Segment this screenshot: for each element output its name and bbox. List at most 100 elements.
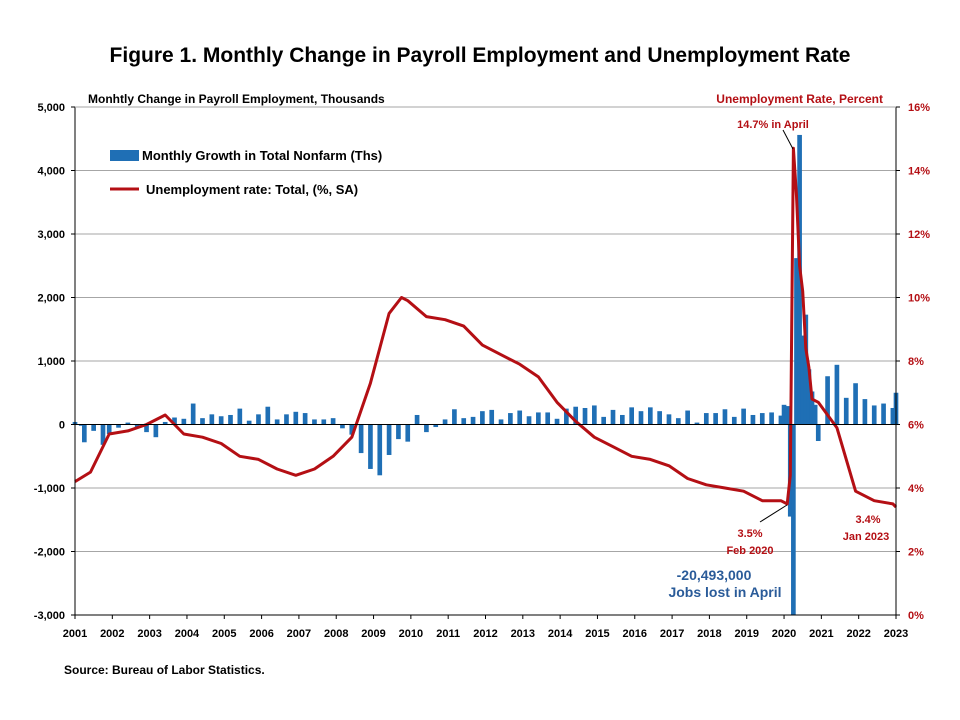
bar-2011-06: [461, 418, 467, 425]
bar-2001-12: [106, 424, 112, 435]
bar-2020-10: [809, 391, 815, 425]
annotation-feb2020-value: 3.5%: [737, 528, 762, 540]
right-tick-label: 8%: [908, 356, 924, 368]
bar-2015-06: [610, 409, 616, 425]
bar-2017-09: [694, 422, 700, 425]
bar-2010-06: [424, 424, 429, 433]
bar-2016-12: [666, 414, 672, 425]
bar-2010-03: [414, 414, 420, 425]
x-tick-label: 2020: [772, 628, 796, 640]
bar-2003-09: [172, 417, 177, 425]
bar-2006-12: [293, 411, 299, 425]
right-axis-ticks: 0% 2% 4% 6% 8% 10% 12% 14% 16%: [896, 102, 930, 622]
bar-2017-06: [685, 410, 690, 425]
bar-2013-09: [545, 412, 551, 425]
x-tick-label: 2011: [436, 628, 460, 640]
x-tick-label: 2013: [511, 628, 535, 640]
bar-2015-12: [629, 407, 634, 425]
bar-2009-03: [377, 424, 383, 476]
bar-2021-06: [834, 364, 840, 425]
legend: Monthly Growth in Total Nonfarm (Ths) Un…: [110, 148, 382, 197]
x-tick-label: 2006: [249, 628, 273, 640]
bar-2020-07: [800, 335, 806, 425]
x-tick-label: 2001: [63, 628, 87, 640]
left-axis-ticks: -3,000 -2,000 -1,000 0 1,000 2,000 3,000 4,000 5…: [34, 102, 75, 622]
bar-2020-04: [791, 424, 796, 615]
x-tick-label: 2017: [660, 628, 684, 640]
right-tick-label: 16%: [908, 102, 930, 114]
bar-2013-06: [536, 412, 541, 425]
x-tick-label: 2010: [399, 628, 423, 640]
bar-2016-06: [647, 407, 653, 425]
bar-2004-09: [209, 414, 215, 425]
right-axis-label: Unemployment Rate, Percent: [716, 92, 883, 106]
bar-2017-12: [703, 413, 709, 425]
bar-2004-06: [200, 418, 205, 425]
annotation-jobs-lost-label: Jobs lost in April: [668, 584, 781, 600]
bar-2019-03: [750, 414, 756, 425]
bar-2006-03: [265, 406, 271, 425]
x-tick-label: 2005: [212, 628, 236, 640]
bar-2019-09: [769, 412, 774, 425]
bar-2014-12: [592, 405, 597, 425]
bar-2001-04: [81, 424, 87, 443]
bar-2020-05: [794, 258, 799, 425]
unemployment-rate-line: [74, 146, 898, 509]
x-tick-label: 2009: [361, 628, 385, 640]
annotation-jobs-lost-value: -20,493,000: [677, 567, 752, 583]
bar-2002-06: [125, 422, 131, 425]
bar-2015-03: [601, 416, 607, 425]
chart-title: Figure 1. Monthly Change in Payroll Empl…: [109, 44, 851, 67]
bar-2008-06: [349, 424, 355, 435]
bar-2021-03: [825, 376, 830, 425]
left-tick-label: -2,000: [34, 547, 65, 559]
right-tick-label: 0%: [908, 610, 924, 622]
bar-2009-09: [396, 424, 401, 440]
left-tick-label: 0: [59, 420, 65, 432]
legend-bar-label: Monthly Growth in Total Nonfarm (Ths): [142, 148, 382, 163]
legend-bar-swatch: [110, 150, 139, 161]
bar-2004-03: [190, 403, 196, 425]
bar-2008-12: [368, 424, 373, 469]
right-tick-label: 14%: [908, 166, 930, 178]
bar-2016-03: [638, 411, 644, 425]
annotation-leader-feb2020: [759, 504, 788, 523]
x-tick-label: 2012: [473, 628, 497, 640]
bar-2018-12: [741, 408, 746, 425]
bar-2019-06: [759, 413, 765, 425]
legend-line-label: Unemployment rate: Total, (%, SA): [146, 182, 358, 197]
grid-layer: [75, 106, 896, 552]
right-tick-label: 2%: [908, 547, 924, 559]
bar-2012-09: [508, 413, 513, 425]
bar-2017-03: [675, 418, 681, 425]
right-tick-label: 12%: [908, 229, 930, 241]
bar-2007-06: [312, 419, 317, 425]
bar-2022-03: [862, 399, 868, 425]
bar-2003-12: [181, 418, 187, 425]
bar-2012-03: [489, 409, 495, 425]
bar-2022-12: [890, 407, 896, 425]
annotation-feb2020-date: Feb 2020: [726, 545, 773, 557]
left-tick-label: 1,000: [37, 356, 65, 368]
bar-2006-06: [274, 419, 280, 425]
bar-2011-03: [452, 409, 457, 425]
bar-2020-09: [806, 369, 812, 425]
bar-2001-10: [100, 424, 106, 445]
bar-2021-12: [853, 383, 858, 425]
bar-2003-03: [153, 424, 159, 438]
bars-layer: [72, 134, 899, 615]
bar-2020-12: [815, 424, 821, 442]
x-tick-label: 2022: [846, 628, 870, 640]
bar-2009-12: [405, 424, 411, 442]
bar-2022-06: [871, 405, 877, 425]
left-tick-label: 2,000: [37, 293, 65, 305]
x-tick-label: 2023: [884, 628, 908, 640]
right-tick-label: 6%: [908, 420, 924, 432]
bar-2009-06: [386, 424, 392, 455]
source-note: Source: Bureau of Labor Statistics.: [64, 663, 265, 677]
x-tick-label: 2018: [697, 628, 721, 640]
right-tick-label: 10%: [908, 293, 930, 305]
annotation-leader-peak: [782, 129, 794, 150]
annotations: 14.7% in April 3.5% Feb 2020 3.4% Jan 20…: [668, 119, 889, 600]
bar-2018-06: [722, 409, 728, 425]
